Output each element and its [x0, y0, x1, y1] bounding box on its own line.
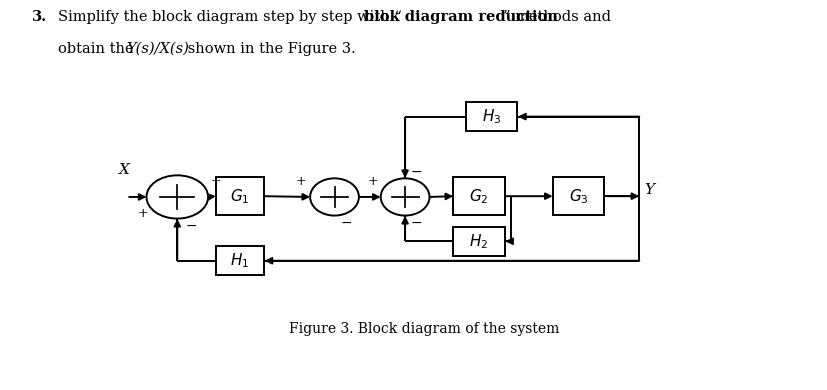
Bar [552, 177, 604, 215]
Text: $G_1$: $G_1$ [230, 187, 249, 206]
Text: −: − [340, 216, 351, 230]
Ellipse shape [310, 178, 358, 216]
Text: +: + [138, 207, 148, 220]
Text: $G_2$: $G_2$ [469, 187, 488, 206]
Text: −: − [410, 216, 422, 230]
Text: $H_2$: $H_2$ [469, 232, 488, 251]
Text: Y: Y [643, 183, 654, 197]
Text: −: − [410, 165, 422, 179]
Text: X: X [118, 163, 129, 177]
Text: blok diagram reduction: blok diagram reduction [364, 10, 557, 24]
Bar [452, 177, 504, 215]
Text: $H_3$: $H_3$ [481, 107, 501, 126]
Bar [466, 102, 517, 131]
Bar [452, 227, 504, 255]
Bar [216, 177, 264, 215]
Text: shown in the Figure 3.: shown in the Figure 3. [183, 42, 356, 56]
Text: +: + [295, 176, 305, 188]
Text: 3.: 3. [31, 10, 46, 24]
Text: +: + [367, 176, 378, 188]
Ellipse shape [146, 176, 208, 218]
Bar [216, 246, 264, 275]
Text: +: + [210, 176, 221, 188]
Text: $H_1$: $H_1$ [230, 252, 249, 270]
Text: Y(s)/X(s): Y(s)/X(s) [127, 42, 189, 56]
Text: ” methods and: ” methods and [502, 10, 609, 24]
Ellipse shape [380, 178, 429, 216]
Text: Simplify the block diagram step by step with “: Simplify the block diagram step by step … [58, 10, 401, 24]
Text: $G_3$: $G_3$ [568, 187, 587, 206]
Text: −: − [185, 219, 197, 233]
Text: Figure 3. Block diagram of the system: Figure 3. Block diagram of the system [289, 322, 559, 336]
Text: obtain the: obtain the [58, 42, 138, 56]
